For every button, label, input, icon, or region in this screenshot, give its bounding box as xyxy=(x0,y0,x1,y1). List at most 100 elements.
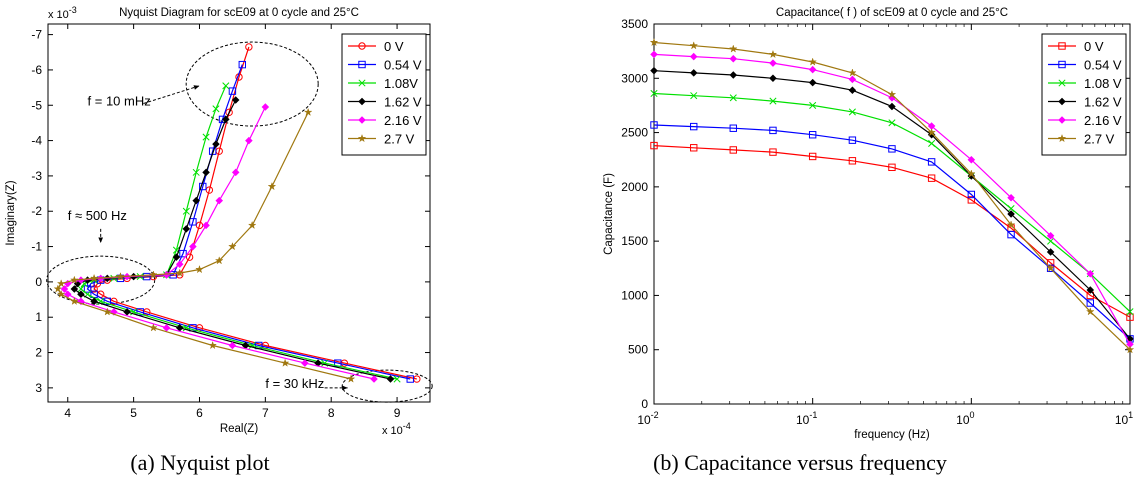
nyquist-point xyxy=(56,279,66,288)
capacitance-ytick-label: 2500 xyxy=(621,126,648,140)
capacitance-xtick-exp: 0 xyxy=(970,410,975,420)
capacitance-point xyxy=(690,144,698,152)
nyquist-legend-box xyxy=(341,33,427,156)
nyquist-point xyxy=(280,358,290,367)
nyquist-xtick-label: 4 xyxy=(64,406,71,420)
capacitance-point xyxy=(689,52,698,61)
nyquist-point xyxy=(77,285,85,293)
nyquist-xlabel: Real(Z) xyxy=(220,423,259,435)
nyquist-point xyxy=(103,297,111,306)
capacitance-point xyxy=(1046,248,1055,256)
capacitance-point xyxy=(769,148,777,156)
nyquist-point xyxy=(189,242,197,251)
capacitance-legend-marker xyxy=(1058,79,1066,87)
capacitance-ytick-label: 3000 xyxy=(621,71,648,85)
capacitance-point xyxy=(1007,210,1015,218)
capacitance-point xyxy=(769,126,777,135)
nyquist-legend-marker xyxy=(358,60,366,69)
nyquist-legend-marker xyxy=(358,97,366,106)
capacitance-legend-label: 2.16 V xyxy=(1084,113,1122,128)
capacitance-legend-label: 0.54 V xyxy=(1084,58,1122,73)
capacitance-xtick-base: 10 xyxy=(796,413,810,427)
nyquist-point xyxy=(70,285,79,293)
capacitance-point xyxy=(888,163,896,172)
capacitance-point xyxy=(690,122,698,131)
capacitance-point xyxy=(1046,263,1056,273)
capacitance-point xyxy=(1126,313,1134,321)
nyquist-xtick-label: 9 xyxy=(394,406,401,420)
capacitance-legend-marker xyxy=(1058,60,1066,69)
capacitance-legend-marker xyxy=(1057,133,1067,143)
capacitance-point xyxy=(808,65,817,74)
capacitance-series xyxy=(650,50,1134,349)
capacitance-point xyxy=(888,119,896,127)
nyquist-title: Nyquist Diagram for scE09 at 0 cycle and… xyxy=(119,7,359,19)
capacitance-xlabel: frequency (Hz) xyxy=(854,429,930,441)
capacitance-ytick-label: 2000 xyxy=(621,180,648,194)
nyquist-annotation-arrowhead xyxy=(342,385,348,391)
capacitance-xtick-label: 101 xyxy=(1115,410,1133,427)
nyquist-point xyxy=(189,218,197,226)
capacitance-point xyxy=(848,136,857,144)
capacitance-point xyxy=(848,108,856,116)
nyquist-point xyxy=(69,296,79,306)
capacitance-xtick-exp: -1 xyxy=(809,410,817,420)
capacitance-point xyxy=(808,131,817,139)
nyquist-point xyxy=(69,275,79,284)
caption-a: (a) Nyquist plot xyxy=(130,450,269,475)
capacitance-point xyxy=(967,196,976,204)
capacitance-point xyxy=(650,89,658,98)
nyquist-ylabel: Imaginary(Z) xyxy=(5,180,17,245)
nyquist-region-ellipse xyxy=(46,255,156,305)
capacitance-ytick-label: 1500 xyxy=(621,234,648,248)
capacitance-point xyxy=(967,190,976,199)
nyquist-point xyxy=(231,96,240,104)
nyquist-xtick-label: 7 xyxy=(262,406,269,420)
capacitance-xtick-label: 10-2 xyxy=(637,410,658,427)
capacitance-xtick-label: 100 xyxy=(956,410,974,427)
capacitance-point xyxy=(848,157,857,165)
nyquist-annotation: f = 30 kHz xyxy=(265,376,324,391)
nyquist-x-multiplier-exp: -4 xyxy=(403,421,411,431)
nyquist-point xyxy=(212,140,220,148)
capacitance-legend-marker xyxy=(1058,116,1066,124)
nyquist-legend-marker xyxy=(358,42,366,50)
nyquist-point xyxy=(214,256,224,265)
capacitance-ytick-label: 3500 xyxy=(621,17,648,31)
capacitance-point xyxy=(769,74,777,83)
capacitance-series xyxy=(649,37,1135,354)
nyquist-ytick-label: 2 xyxy=(35,346,42,360)
capacitance-ytick-label: 500 xyxy=(628,343,648,357)
nyquist-ytick-label: 3 xyxy=(35,381,42,395)
capacitance-point xyxy=(1086,269,1095,278)
nyquist-chart: Nyquist Diagram for scE09 at 0 cycle and… xyxy=(5,5,433,437)
capacitance-xtick-base: 10 xyxy=(956,413,970,427)
nyquist-ytick-label: 1 xyxy=(35,310,42,324)
capacitance-chart: Capacitance( f ) of scE09 at 0 cycle and… xyxy=(603,7,1135,441)
nyquist-series xyxy=(53,107,356,383)
capacitance-point xyxy=(729,146,737,154)
capacitance-xtick-base: 10 xyxy=(637,413,651,427)
nyquist-point xyxy=(116,271,125,281)
nyquist-point xyxy=(182,207,190,215)
nyquist-point xyxy=(228,87,237,95)
nyquist-ytick-label: 0 xyxy=(35,275,42,289)
capacitance-point xyxy=(808,57,818,66)
nyquist-legend-label: 1.08V xyxy=(384,76,418,91)
nyquist-annotation: f = 10 mHz xyxy=(88,93,151,108)
capacitance-point xyxy=(1086,286,1095,294)
nyquist-point xyxy=(406,375,414,383)
capacitance-point xyxy=(966,169,976,178)
nyquist-point xyxy=(53,284,63,293)
capacitance-point xyxy=(808,78,817,87)
capacitance-point xyxy=(848,86,857,94)
nyquist-point xyxy=(370,375,378,383)
nyquist-point xyxy=(231,168,240,177)
capacitance-point xyxy=(809,101,817,109)
nyquist-xtick-label: 5 xyxy=(130,406,137,420)
capacitance-point xyxy=(728,44,738,53)
capacitance-ytick-label: 0 xyxy=(641,397,648,411)
nyquist-legend-marker xyxy=(358,116,366,124)
nyquist-point xyxy=(172,253,181,261)
capacitance-point xyxy=(769,59,777,67)
